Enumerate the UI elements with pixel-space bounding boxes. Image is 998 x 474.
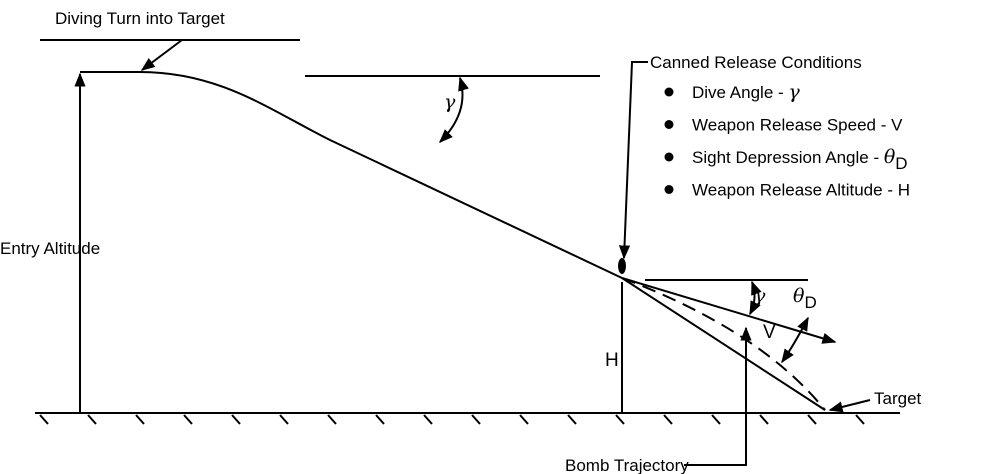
hatch — [711, 414, 721, 425]
title: Diving Turn into Target — [55, 9, 225, 28]
hatch — [567, 414, 577, 425]
hatch — [807, 414, 817, 425]
sight-line — [621, 277, 826, 411]
flight-path — [80, 71, 623, 279]
bullet-dot — [664, 120, 674, 129]
release-altitude: H — [605, 350, 619, 371]
target-label: Target — [874, 389, 922, 408]
theta-label: θD — [793, 285, 817, 312]
hatch — [615, 414, 625, 425]
hatch — [375, 414, 385, 425]
hatch — [471, 414, 481, 425]
bomb-trajectory-label: Bomb Trajectory — [565, 456, 689, 474]
release-heading: Canned Release Conditions — [650, 53, 862, 72]
entry-altitude: Entry Altitude — [0, 239, 100, 258]
turn-leader — [140, 39, 183, 71]
bullet-dot — [664, 152, 674, 162]
target-leader — [828, 399, 871, 413]
bullet-text: Weapon Release Speed - V — [692, 116, 903, 135]
speed-label: V — [763, 322, 776, 343]
bullet-dot — [664, 87, 674, 97]
hatch — [231, 414, 241, 425]
theta-arc — [781, 316, 809, 364]
hatch — [183, 414, 193, 425]
ground — [35, 412, 900, 425]
release-point — [618, 258, 626, 274]
bullet-text: Weapon Release Altitude - H — [692, 181, 910, 200]
hatch — [327, 414, 337, 425]
trajectory-leader — [684, 326, 752, 466]
hatch — [519, 414, 529, 425]
hatch — [759, 414, 769, 425]
gamma-arc — [439, 76, 469, 143]
hatch — [87, 414, 97, 425]
bullet-text: Sight Depression Angle - θD — [692, 146, 908, 173]
release-leader — [618, 61, 648, 260]
gamma-arc-lower — [749, 280, 762, 316]
hatch — [423, 414, 433, 425]
gamma-lower: γ — [754, 285, 766, 307]
hatch — [39, 414, 49, 425]
bullet-text: Dive Angle - γ — [692, 81, 800, 103]
hatch — [855, 414, 865, 425]
hatch — [663, 414, 673, 425]
hatch — [279, 414, 289, 425]
hatch — [135, 414, 145, 425]
gamma-upper: γ — [444, 91, 456, 113]
bullet-dot — [664, 185, 674, 194]
